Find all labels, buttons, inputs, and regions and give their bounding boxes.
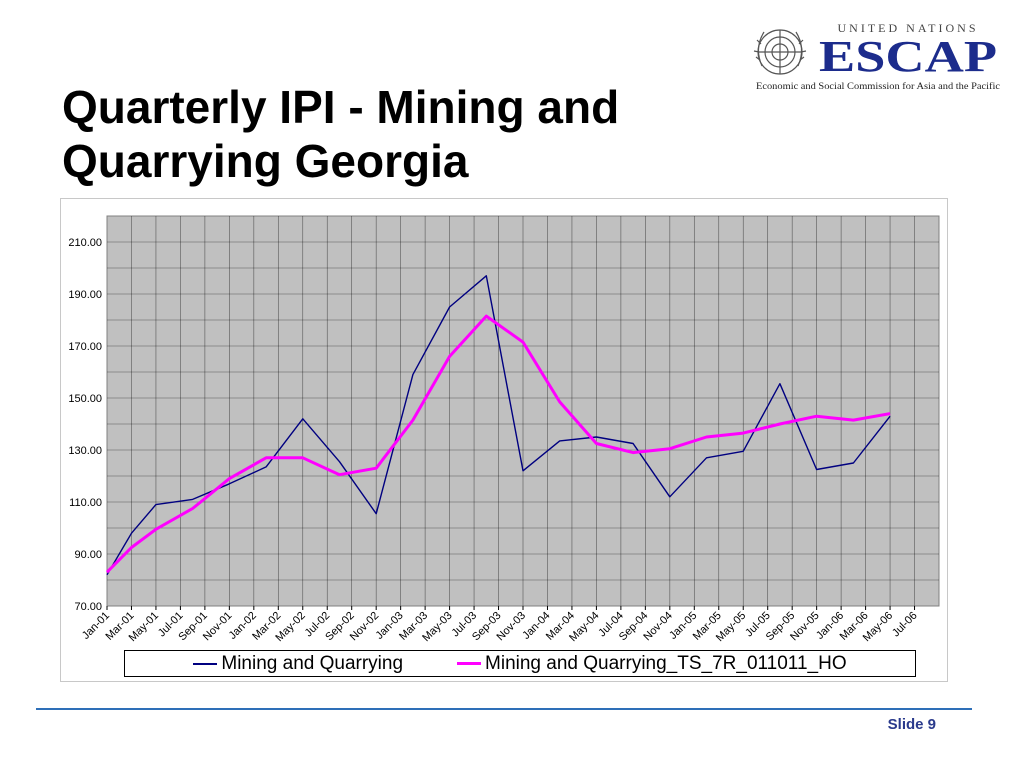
- legend-swatch-series-2: [457, 662, 482, 665]
- legend-label-series-2: Mining and Quarrying_TS_7R_011011_HO: [485, 652, 847, 674]
- slide-title: Quarterly IPI - Mining and Quarrying Geo…: [62, 81, 620, 187]
- line-chart: 70.00 90.00 110.00 130.00 150.00 170.00 190.00…: [60, 198, 948, 682]
- slide-number: Slide 9: [887, 716, 936, 733]
- escap-logo: UNITED NATIONS ESCAP Economic and Social…: [750, 18, 1000, 98]
- y-tick-label: 190.00: [68, 289, 102, 301]
- series-line-2: [105, 314, 891, 574]
- logo-line-2: ESCAP: [819, 32, 997, 81]
- y-tick-label: 110.00: [69, 497, 102, 509]
- y-tick-label: 210.00: [68, 237, 102, 249]
- legend-item-series-2: Mining and Quarrying_TS_7R_011011_HO: [457, 653, 847, 675]
- footer-divider: [36, 708, 972, 710]
- legend-label-series-1: Mining and Quarrying: [221, 652, 404, 674]
- chart-legend: Mining and Quarrying Mining and Quarryin…: [124, 650, 916, 677]
- logo-line-1: UNITED NATIONS: [838, 21, 979, 35]
- y-tick-label: 170.00: [68, 341, 102, 353]
- y-tick-label: 150.00: [68, 393, 102, 405]
- y-tick-label: 90.00: [74, 549, 102, 561]
- logo-line-3: Economic and Social Commission for Asia …: [756, 81, 1000, 91]
- y-tick-label: 130.00: [68, 445, 102, 457]
- legend-swatch-series-1: [193, 662, 218, 665]
- y-tick-label: 70.00: [74, 601, 102, 613]
- x-tick-label: Jul-06: [890, 610, 920, 640]
- legend-item-series-1: Mining and Quarrying: [193, 653, 403, 675]
- chart-canvas: 70.00 90.00 110.00 130.00 150.00 170.00 190.00…: [68, 215, 940, 644]
- un-emblem-icon: UNITED NATIONS ESCAP Economic and Social…: [753, 21, 1000, 91]
